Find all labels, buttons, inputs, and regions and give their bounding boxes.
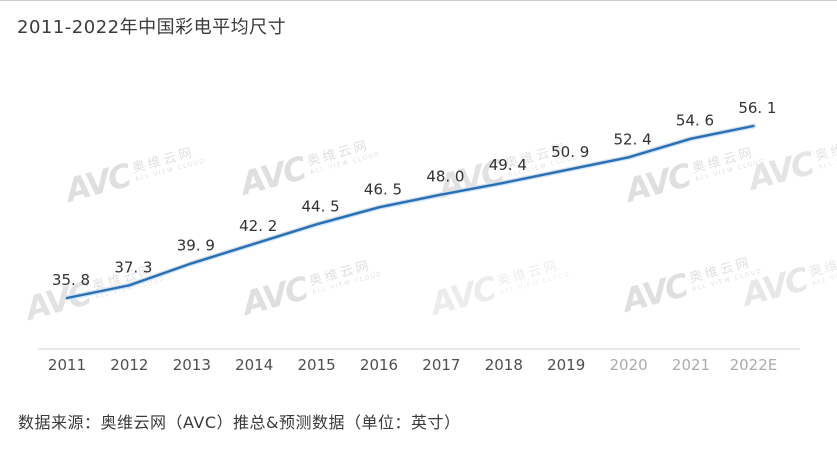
x-axis-label-2021: 2021	[672, 356, 710, 374]
data-label-2019: 50. 9	[551, 143, 589, 161]
data-label-2015: 44. 5	[302, 197, 340, 215]
data-label-2020: 52. 4	[614, 130, 652, 148]
x-axis-label-2011: 2011	[48, 356, 86, 374]
x-axis-label-2019: 2019	[547, 356, 585, 374]
data-label-2018: 49. 4	[489, 156, 527, 174]
x-axis-label-2017: 2017	[422, 356, 460, 374]
series-line	[65, 124, 755, 300]
source-note: 数据来源：奥维云网（AVC）推总&预测数据（单位：英寸）	[18, 413, 461, 432]
x-axis-label-2016: 2016	[360, 356, 398, 374]
x-axis-label-2020: 2020	[610, 356, 648, 374]
data-label-2022E: 56. 1	[738, 99, 776, 117]
chart-title: 2011-2022年中国彩电平均尺寸	[17, 17, 287, 38]
x-axis-label-2014: 2014	[235, 356, 273, 374]
data-label-2017: 48. 0	[426, 168, 464, 186]
x-axis-label-2015: 2015	[298, 356, 336, 374]
data-label-2016: 46. 5	[364, 180, 402, 198]
x-axis-label-2022E: 2022E	[730, 356, 778, 374]
x-axis-label-2013: 2013	[173, 356, 211, 374]
data-label-2013: 39. 9	[177, 236, 215, 254]
data-label-2011: 35. 8	[52, 271, 90, 289]
data-label-2014: 42. 2	[239, 217, 277, 235]
data-label-2012: 37. 3	[114, 258, 152, 276]
data-label-2021: 54. 6	[676, 112, 714, 130]
x-axis-label-2012: 2012	[110, 356, 148, 374]
x-axis-label-2018: 2018	[485, 356, 523, 374]
